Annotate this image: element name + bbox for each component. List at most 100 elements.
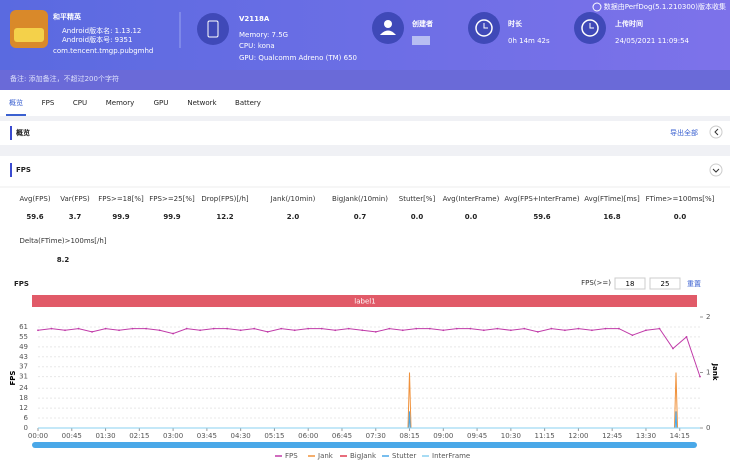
android-version: Android版本名: 1.13.12 [62,26,141,35]
fps-point [37,329,39,332]
header [0,0,730,70]
y-tick-label: 55 [19,333,28,341]
note[interactable]: 备注: 添加备注，不超过200个字符 [10,74,119,83]
phone-glyph [207,20,219,38]
chart-title: FPS [14,280,29,288]
device-name: V2118A [239,15,270,23]
x-tick-label: 01:30 [95,432,115,440]
collapse-button[interactable] [709,125,723,139]
fps-point [536,331,539,333]
person-glyph [384,20,392,28]
fps-point [347,327,350,330]
tab[interactable]: Network [187,99,217,107]
y-tick-label: 18 [19,394,28,402]
blurred-name [412,36,430,45]
fps-point [50,327,53,330]
y-tick-label: 24 [19,384,28,392]
fps-point [64,329,66,332]
fps-point [631,334,634,337]
threshold-input[interactable] [649,277,681,290]
tab[interactable]: 概览 [9,98,23,107]
y2-tick-label: 1 [706,369,710,377]
tab[interactable]: Memory [106,99,134,107]
x-tick-label: 10:30 [501,432,521,440]
section-marker [10,126,12,140]
fps-point [563,329,566,332]
y-tick-label: 31 [19,373,28,381]
fps-point [185,327,188,330]
collapse-button[interactable] [709,163,723,177]
app-name: 和平精英 [52,12,82,21]
fps-point [604,327,607,330]
fps-point [212,327,215,330]
threshold-value[interactable]: 25 [661,280,670,288]
x-tick-label: 04:30 [231,432,251,440]
tab-underline [6,114,26,116]
tab[interactable]: FPS [42,99,55,107]
legend-label[interactable]: BigJank [350,452,377,460]
package: com.tencent.tmgp.pubgmhd [53,47,153,55]
metric-label: Avg(FPS+InterFrame) [504,195,579,203]
fps-point [469,327,472,330]
note-bar[interactable] [0,70,730,90]
fps-point [496,327,499,330]
fps-point [374,331,377,333]
metric-label: Avg(InterFrame) [443,195,500,203]
metric-label: Stutter[%] [399,195,436,203]
clock-glyph [589,23,594,29]
x-tick-label: 03:00 [163,432,183,440]
legend-label[interactable]: Jank [317,452,334,460]
scrollbar[interactable] [32,442,697,448]
duration: 0h 14m 42s [508,37,550,45]
fps-point [685,335,688,338]
metric-label: Avg(FPS) [19,195,50,203]
android-code: Android版本号: 9351 [62,35,132,44]
y-axis-label: FPS [9,371,17,386]
metric-value: 8.2 [57,256,70,264]
upload-time: 24/05/2021 11:09:54 [615,37,690,45]
tab[interactable]: GPU [154,99,169,107]
x-tick-label: 09:45 [467,432,487,440]
legend-label[interactable]: InterFrame [432,452,470,460]
y-tick-label: 12 [19,404,28,412]
fps-point [550,327,553,330]
fps-point [388,327,391,330]
fps-point [253,327,256,330]
y-tick-label: 6 [24,414,29,422]
tab[interactable]: CPU [73,99,87,107]
legend-label[interactable]: FPS [285,452,298,460]
clock-glyph [581,19,599,37]
y-tick-label: 61 [19,323,28,331]
threshold-value[interactable]: 18 [626,280,635,288]
reset-button[interactable]: 重置 [687,280,701,288]
threshold-label: FPS(>=) [581,279,611,287]
x-tick-label: 13:30 [636,432,656,440]
tab[interactable]: Battery [235,99,261,107]
metric-value: 0.7 [354,213,367,221]
fps-point [334,329,337,332]
x-tick-label: 12:00 [568,432,588,440]
fps-point [658,327,661,330]
fps-point [145,327,147,330]
metric-label: Drop(FPS)[/h] [201,195,249,203]
x-tick-label: 08:15 [399,432,419,440]
fps-point [361,329,364,332]
legend-label[interactable]: Stutter [392,452,416,460]
label-bar[interactable] [32,295,697,307]
export-all[interactable]: 导出全部 [670,128,698,137]
x-tick-label: 00:00 [28,432,48,440]
x-tick-label: 12:45 [602,432,622,440]
fps-point [118,329,120,332]
x-tick-label: 00:45 [62,432,82,440]
gpu: GPU: Qualcomm Adreno (TM) 650 [239,54,357,62]
x-tick-label: 05:15 [264,432,284,440]
chevron [712,168,720,173]
fps-point [442,329,445,332]
metric-value: 12.2 [216,213,233,221]
threshold-input[interactable] [614,277,646,290]
y-tick-label: 37 [19,363,28,371]
version-note: 数据由PerfDog(5.1.210300)版本收集 [604,2,726,11]
fps-point [618,327,620,330]
overview-title: 概览 [16,128,30,137]
fps-point [131,327,134,330]
